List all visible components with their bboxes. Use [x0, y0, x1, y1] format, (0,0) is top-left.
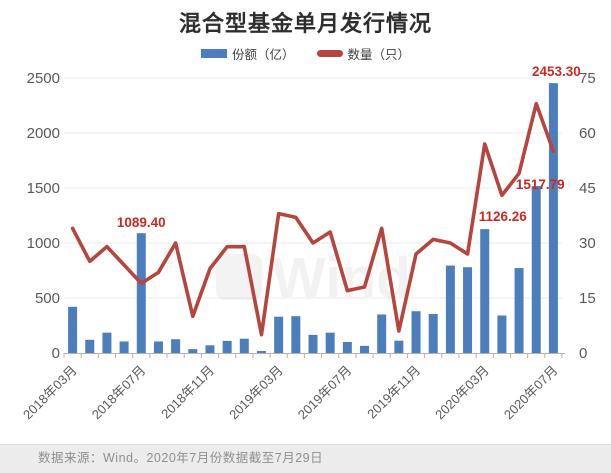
bar	[239, 338, 249, 353]
bar	[531, 186, 541, 353]
chart-title: 混合型基金单月发行情况	[178, 11, 432, 36]
bar	[480, 229, 490, 353]
x-axis	[63, 353, 565, 358]
x-axis-category-label: 2019年11月	[364, 363, 423, 422]
right-axis-tick-label: 15	[579, 290, 596, 307]
bar	[274, 316, 284, 353]
left-axis-tick-label: 2500	[27, 70, 60, 87]
bar	[514, 268, 524, 353]
bar	[153, 341, 163, 353]
x-axis-category-label: 2020年03月	[432, 363, 492, 423]
right-axis-tick-label: 30	[579, 235, 596, 252]
bar	[548, 83, 558, 354]
bar	[256, 351, 266, 353]
bar	[119, 341, 129, 353]
x-axis-category-label: 2018年07月	[89, 363, 149, 423]
x-axis-category-label: 2018年03月	[20, 363, 80, 423]
right-axis-tick-label: 60	[579, 125, 596, 142]
data-label: 1517.79	[516, 177, 565, 192]
bar	[102, 332, 112, 353]
legend-item-share: 份额（亿）	[200, 44, 295, 63]
line-series	[70, 101, 556, 337]
legend-item-count: 数量（只）	[316, 44, 411, 63]
bar-series-swatch-icon	[200, 49, 227, 58]
legend-label-count: 数量（只）	[347, 48, 411, 62]
right-axis-tick-label: 75	[579, 70, 596, 87]
left-axis-tick-label: 2000	[27, 125, 60, 142]
bar	[308, 334, 318, 353]
bar	[85, 339, 95, 353]
bar	[68, 306, 78, 353]
chart-plot-area: Wind 0 500 1000 1500 2000 2500 0 15 30 45 60 75 2018年…	[20, 64, 596, 423]
bar	[394, 340, 404, 353]
left-axis-tick-label: 1000	[27, 235, 60, 252]
legend-label-share: 份额（亿）	[231, 48, 295, 62]
bar	[463, 267, 473, 353]
bar	[360, 345, 370, 353]
bar	[291, 316, 301, 353]
bar	[136, 233, 146, 353]
line-series-swatch-icon	[316, 50, 343, 57]
x-axis-category-label: 2019年07月	[295, 363, 355, 423]
data-label: 1126.26	[479, 209, 528, 224]
right-axis-labels: 0 15 30 45 60 75	[579, 70, 596, 362]
source-note-text: 数据来源：Wind。2020年7月份数据截至7月29日	[38, 451, 324, 465]
bar	[428, 313, 438, 353]
bar	[377, 314, 387, 353]
bar	[188, 349, 198, 353]
data-labels: 1089.40 1126.26 1517.79 2453.30	[117, 64, 581, 230]
right-axis-tick-label: 45	[579, 180, 596, 197]
watermark: Wind	[216, 246, 411, 310]
data-label: 2453.30	[532, 64, 581, 79]
left-axis-tick-label: 0	[52, 345, 60, 362]
legend: 份额（亿） 数量（只）	[0, 44, 611, 63]
x-axis-category-label: 2020年07月	[501, 363, 561, 423]
bar-series	[68, 83, 558, 354]
x-axis-category-label: 2018年11月	[158, 363, 217, 422]
bar	[205, 345, 215, 353]
bar	[171, 339, 181, 353]
right-axis-tick-label: 0	[579, 345, 587, 362]
bar	[222, 340, 232, 353]
x-axis-category-labels: 2018年03月 2018年07月 2018年11月 2019年03月 2019年07月…	[20, 363, 561, 423]
bar	[497, 315, 507, 353]
bar	[411, 311, 421, 353]
left-axis-tick-label: 500	[35, 290, 60, 307]
left-axis-labels: 0 500 1000 1500 2000 2500	[27, 70, 60, 362]
x-axis-category-label: 2019年03月	[226, 363, 286, 423]
data-label: 1089.40	[117, 215, 166, 230]
left-axis-tick-label: 1500	[27, 180, 60, 197]
source-note: 数据来源：Wind。2020年7月份数据截至7月29日	[0, 444, 611, 473]
bar	[445, 265, 455, 353]
watermark-logo-icon	[216, 254, 262, 300]
bar	[342, 342, 352, 353]
bar	[325, 332, 335, 353]
